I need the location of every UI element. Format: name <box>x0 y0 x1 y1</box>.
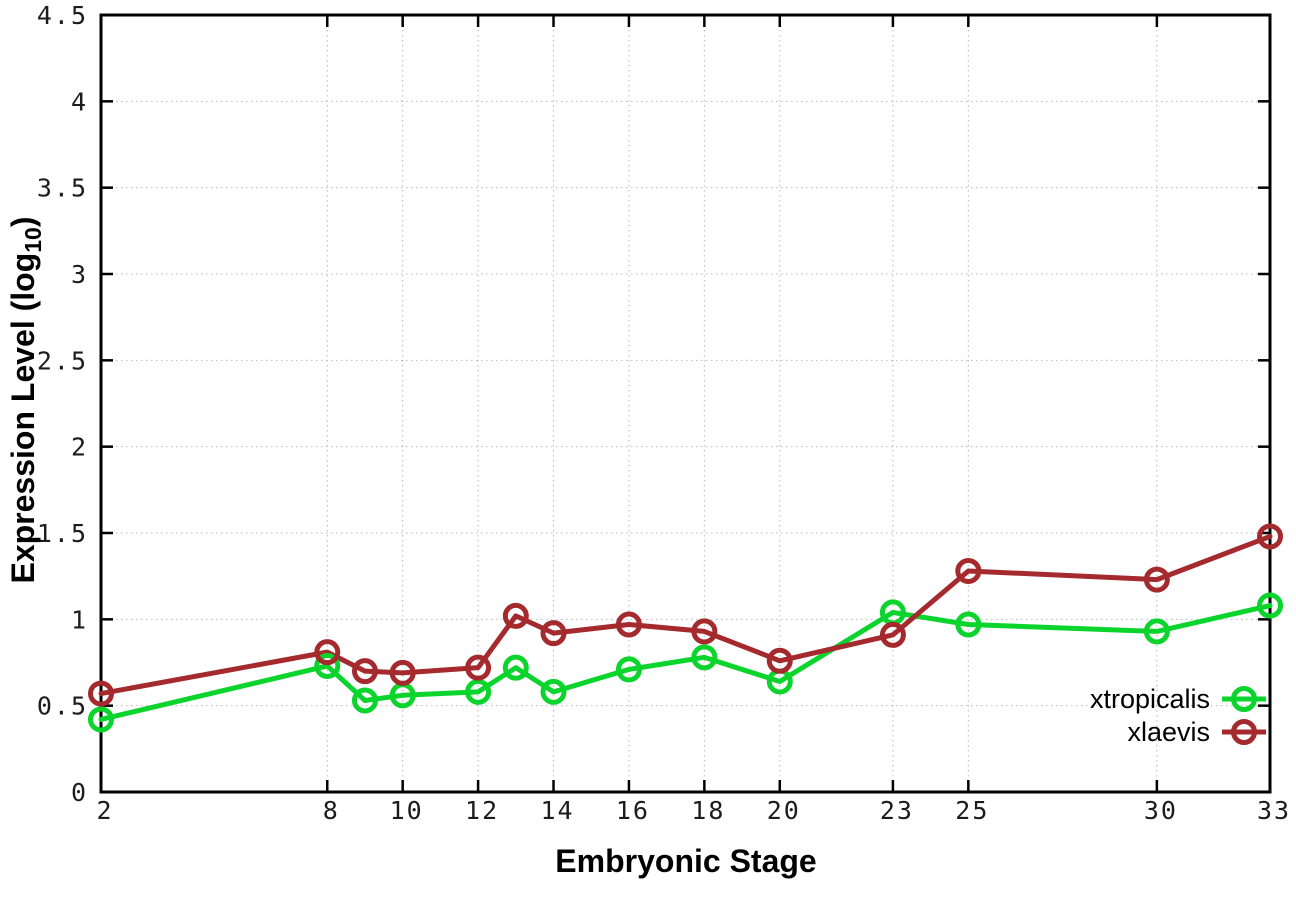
point-xlaevis-14 <box>540 620 567 647</box>
point-xlaevis-25 <box>955 557 982 584</box>
y-axis-title-subscript: 10 <box>20 227 46 253</box>
point-xtropicalis-8 <box>314 652 341 679</box>
y-tick-label-1: 1 <box>71 605 88 634</box>
x-tick-label-12: 12 <box>465 796 499 825</box>
x-tick-label-2: 2 <box>96 796 113 825</box>
y-tick-label-4.5: 4.5 <box>37 1 88 30</box>
point-xlaevis-2 <box>88 680 114 707</box>
x-tick-label-23: 23 <box>880 796 914 825</box>
point-xlaevis-20 <box>766 647 793 674</box>
axis-tick-labels: 2 8 10 12 14 16 18 20 23 25 30 33 0 0.5 1 1.5 2 2.5 3 3.5 4 4… <box>37 1 1291 825</box>
x-tick-label-18: 18 <box>691 796 725 825</box>
legend-label-xtropicalis: xtropicalis <box>1090 684 1210 714</box>
axis-ticks <box>99 13 1272 794</box>
y-tick-label-2.5: 2.5 <box>37 346 88 375</box>
plot-border <box>99 13 1272 794</box>
x-tick-label-8: 8 <box>323 796 340 825</box>
x-tick-label-16: 16 <box>616 796 650 825</box>
legend-sample-marker-xtropicalis <box>1231 686 1257 712</box>
point-xtropicalis-9 <box>351 687 378 714</box>
y-tick-label-3: 3 <box>71 260 88 289</box>
point-xtropicalis-13 <box>502 654 529 681</box>
point-xtropicalis-12 <box>465 678 492 705</box>
point-xtropicalis-18 <box>691 644 718 671</box>
point-xlaevis-33 <box>1257 523 1283 550</box>
point-xtropicalis-33 <box>1257 592 1283 619</box>
point-xtropicalis-30 <box>1143 618 1170 645</box>
legend-label-xlaevis: xlaevis <box>1127 717 1210 747</box>
point-xlaevis-16 <box>615 611 642 638</box>
data-series <box>88 523 1283 733</box>
point-xlaevis-18 <box>691 618 718 645</box>
point-xlaevis-30 <box>1143 566 1170 593</box>
plot-border-rect <box>99 13 1272 794</box>
y-tick-label-3.5: 3.5 <box>37 174 88 203</box>
x-tick-label-20: 20 <box>767 796 801 825</box>
legend-marker-samples <box>1222 686 1266 745</box>
legend: xtropicalis xlaevis <box>1090 684 1266 747</box>
y-tick-label-2: 2 <box>71 433 88 462</box>
point-xlaevis-9 <box>351 658 378 685</box>
x-tick-label-33: 33 <box>1257 796 1291 825</box>
y-axis-title-main: Expression Level (log <box>5 253 41 584</box>
y-tick-label-0: 0 <box>71 778 88 807</box>
point-xlaevis-23 <box>879 621 906 648</box>
legend-sample-marker-xlaevis <box>1231 719 1257 745</box>
y-axis-title-close: ) <box>5 216 41 227</box>
point-xtropicalis-14 <box>540 678 567 705</box>
point-xtropicalis-16 <box>615 656 642 683</box>
point-xlaevis-13 <box>502 602 529 629</box>
x-tick-label-10: 10 <box>390 796 424 825</box>
y-tick-label-1.5: 1.5 <box>37 519 88 548</box>
point-xlaevis-10 <box>389 659 416 686</box>
x-axis-title: Embryonic Stage <box>555 843 816 879</box>
point-xtropicalis-25 <box>955 611 982 638</box>
x-tick-label-25: 25 <box>955 796 989 825</box>
y-tick-label-0.5: 0.5 <box>37 692 88 721</box>
x-tick-label-30: 30 <box>1144 796 1178 825</box>
point-xtropicalis-2 <box>88 706 114 733</box>
x-tick-label-14: 14 <box>540 796 574 825</box>
point-xlaevis-12 <box>465 654 492 681</box>
point-xlaevis-8 <box>314 639 341 666</box>
y-axis-title: Expression Level (log10) <box>5 216 46 583</box>
series-line-xlaevis <box>98 533 1273 697</box>
y-tick-label-4: 4 <box>71 87 88 116</box>
